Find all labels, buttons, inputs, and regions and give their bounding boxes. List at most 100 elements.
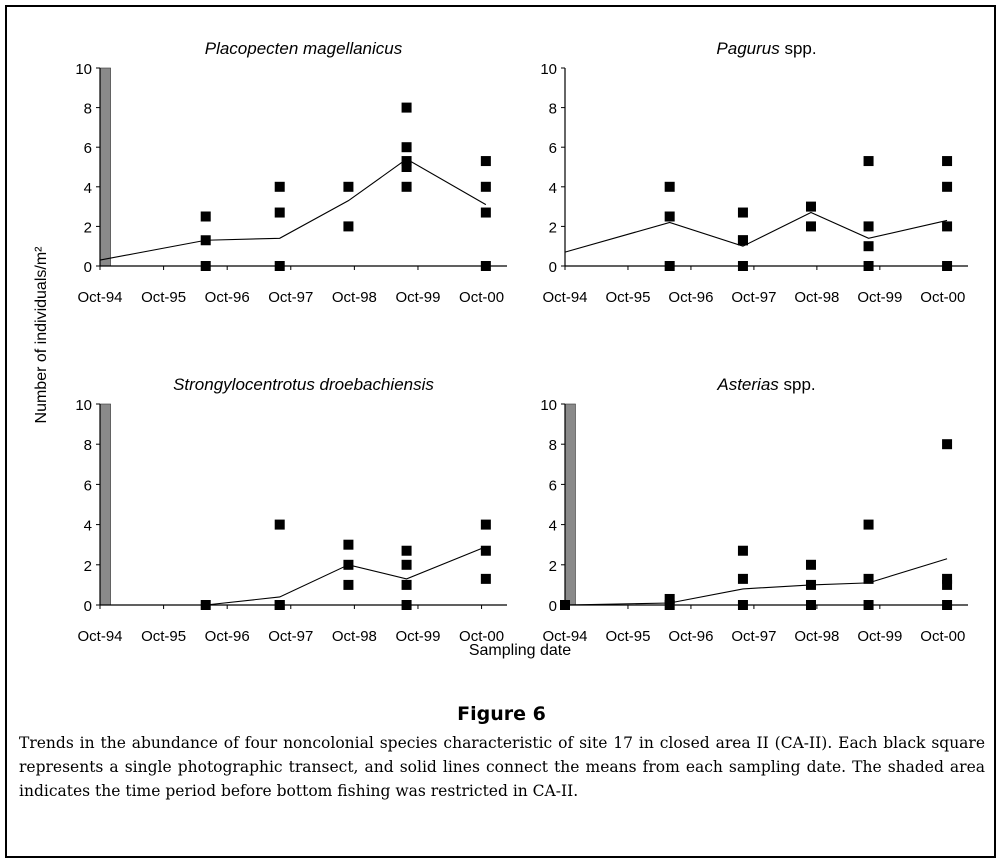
data-point bbox=[942, 439, 953, 450]
data-point bbox=[863, 519, 874, 530]
y-tick-label: 6 bbox=[84, 477, 92, 494]
data-point bbox=[942, 181, 953, 192]
data-point bbox=[863, 573, 874, 584]
data-point bbox=[942, 600, 953, 610]
x-tick-label: Oct-94 bbox=[77, 289, 122, 306]
y-tick-label: 2 bbox=[549, 558, 557, 575]
y-tick-label: 6 bbox=[84, 140, 92, 157]
data-point bbox=[401, 181, 412, 192]
mean-line bbox=[100, 546, 487, 606]
data-point bbox=[480, 156, 491, 167]
figure-caption: Trends in the abundance of four noncolon… bbox=[19, 734, 985, 800]
x-tick-label: Oct-99 bbox=[857, 628, 902, 645]
data-point bbox=[805, 579, 816, 590]
x-tick-label: Oct-00 bbox=[920, 289, 965, 306]
data-point bbox=[805, 559, 816, 570]
y-tick-label: 8 bbox=[84, 437, 92, 454]
panel-title: Strongylocentrotus droebachiensis bbox=[173, 375, 434, 394]
x-tick-label: Oct-98 bbox=[332, 289, 377, 306]
x-tick-label: Oct-96 bbox=[668, 289, 713, 306]
y-tick-label: 10 bbox=[75, 61, 92, 78]
y-tick-label: 10 bbox=[540, 397, 557, 414]
data-point bbox=[401, 600, 412, 610]
x-axis-label: Sampling date bbox=[469, 642, 571, 659]
x-tick-label: Oct-97 bbox=[731, 628, 776, 645]
data-point bbox=[480, 573, 491, 584]
panel-title-suffix: spp. bbox=[779, 375, 816, 394]
y-tick-label: 8 bbox=[549, 437, 557, 454]
x-tick-label: Oct-95 bbox=[141, 289, 186, 306]
x-tick-label: Oct-94 bbox=[542, 628, 587, 645]
x-tick-label: Oct-95 bbox=[605, 289, 650, 306]
data-point bbox=[274, 181, 285, 192]
x-tick-label: Oct-95 bbox=[605, 628, 650, 645]
y-tick-label: 8 bbox=[549, 101, 557, 118]
x-tick-label: Oct-98 bbox=[332, 628, 377, 645]
data-point bbox=[274, 600, 285, 610]
data-point bbox=[343, 221, 354, 232]
data-point bbox=[480, 261, 491, 271]
data-point bbox=[200, 261, 211, 271]
data-point bbox=[664, 593, 675, 604]
data-point bbox=[863, 156, 874, 167]
y-tick-label: 6 bbox=[549, 140, 557, 157]
data-point bbox=[200, 235, 211, 246]
data-point bbox=[805, 201, 816, 212]
data-point bbox=[343, 579, 354, 590]
data-point bbox=[401, 559, 412, 570]
panel-1: 0 2 4 6 8 10 Oct-94 Oct-95 Oct-96 Oct-97 Oct-98 Oct… bbox=[75, 39, 507, 306]
data-point bbox=[863, 600, 874, 610]
y-tick-label: 0 bbox=[84, 259, 92, 276]
mean-line bbox=[564, 211, 948, 253]
data-point bbox=[274, 261, 285, 271]
y-tick-label: 0 bbox=[549, 259, 557, 276]
x-tick-label: Oct-99 bbox=[395, 628, 440, 645]
data-point bbox=[737, 261, 748, 271]
data-point bbox=[942, 573, 953, 584]
data-point bbox=[480, 519, 491, 530]
y-tick-label: 0 bbox=[84, 598, 92, 615]
panel-4: 0 2 4 6 8 10 Oct-94 Oct-95 Oct-96 Oct-97 Oct-98 Oct… bbox=[540, 375, 968, 645]
data-point bbox=[200, 211, 211, 222]
data-point bbox=[200, 600, 211, 610]
panel-title-species: Placopecten magellanicus bbox=[205, 39, 403, 58]
panel-title: Asterias spp. bbox=[716, 375, 815, 394]
data-point bbox=[863, 221, 874, 232]
data-point bbox=[942, 156, 953, 167]
data-point bbox=[942, 221, 953, 232]
data-point bbox=[863, 261, 874, 271]
x-tick-label: Oct-98 bbox=[794, 289, 839, 306]
panel-title: Placopecten magellanicus bbox=[205, 39, 403, 58]
data-point bbox=[401, 545, 412, 556]
data-point bbox=[664, 211, 675, 222]
figure-label: Figure 6 bbox=[457, 703, 546, 725]
data-point bbox=[480, 181, 491, 192]
x-tick-label: Oct-97 bbox=[731, 289, 776, 306]
x-tick-label: Oct-97 bbox=[268, 289, 313, 306]
shaded-period bbox=[564, 403, 576, 606]
data-point bbox=[737, 600, 748, 610]
y-tick-label: 4 bbox=[549, 180, 557, 197]
data-point bbox=[805, 221, 816, 232]
x-tick-label: Oct-96 bbox=[668, 628, 713, 645]
x-tick-label: Oct-99 bbox=[857, 289, 902, 306]
x-tick-label: Oct-00 bbox=[920, 628, 965, 645]
y-tick-label: 4 bbox=[84, 180, 92, 197]
panel-title-species: Pagurus bbox=[716, 39, 780, 58]
data-point bbox=[664, 261, 675, 271]
y-axis-label: Number of individuals/m² bbox=[33, 246, 50, 424]
data-point bbox=[274, 207, 285, 218]
data-point bbox=[401, 156, 412, 167]
data-point bbox=[560, 600, 570, 610]
data-point bbox=[274, 519, 285, 530]
data-point bbox=[401, 579, 412, 590]
y-tick-label: 2 bbox=[84, 558, 92, 575]
data-point bbox=[480, 545, 491, 556]
x-tick-label: Oct-96 bbox=[205, 628, 250, 645]
y-tick-label: 10 bbox=[540, 61, 557, 78]
data-point bbox=[737, 545, 748, 556]
shaded-period bbox=[99, 403, 111, 606]
data-point bbox=[343, 181, 354, 192]
x-tick-label: Oct-00 bbox=[459, 628, 504, 645]
